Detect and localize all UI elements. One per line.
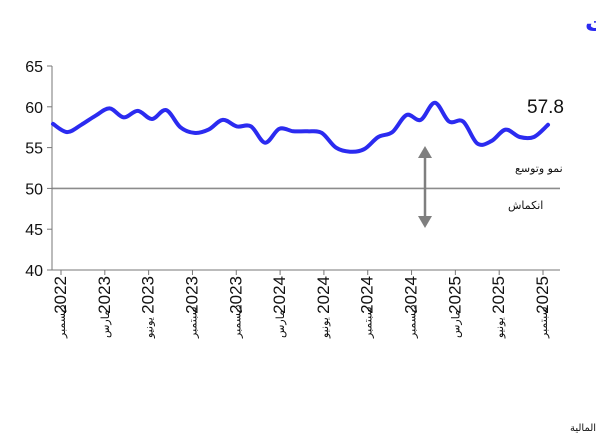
x-tick-year-label: 2023: [182, 276, 201, 314]
x-tick-month-label: سبتمبر: [537, 306, 550, 339]
pmi-series-line: [51, 100, 550, 154]
y-tick-label: 40: [25, 263, 43, 280]
x-tick-month-label: يونيو: [143, 317, 156, 339]
x-tick-year-label: 2024: [358, 276, 377, 314]
expansion-label: نمو وتوسع: [515, 162, 563, 175]
y-tick-label: 55: [25, 141, 43, 158]
x-tick-month-label: ديسمبر: [55, 304, 68, 339]
x-tick-month-label: سبتمبر: [362, 306, 375, 339]
x-tick-month-label: سبتمبر: [186, 306, 199, 339]
x-tick-year-label: 2022: [51, 276, 70, 314]
x-tick-month-label: يونيو: [318, 317, 331, 339]
y-tick-label: 60: [25, 100, 43, 117]
x-tick-month-label: يونيو: [493, 317, 506, 339]
x-tick-year-label: 2024: [402, 276, 421, 314]
x-tick-month-label: مارس: [449, 310, 462, 338]
x-tick-year-label: 2024: [270, 276, 289, 314]
last-value-label: 57.8: [527, 97, 564, 118]
contraction-label: انكماش: [508, 199, 543, 212]
x-tick-month-label: ديسمبر: [406, 304, 419, 339]
x-tick-year-label: 2025: [445, 276, 464, 314]
arrow-head-down: [418, 216, 432, 228]
x-tick-year-label: 2023: [95, 276, 114, 314]
y-tick-label: 65: [25, 59, 43, 76]
y-tick-label: 50: [25, 181, 43, 198]
source-note: المصدر: بلومبرج، الراجحي المالية: [570, 423, 596, 434]
x-tick-year-label: 2025: [533, 276, 552, 314]
x-tick-year-label: 2024: [314, 276, 333, 314]
x-tick-year-label: 2025: [489, 276, 508, 314]
x-tick-month-label: مارس: [99, 310, 112, 338]
x-tick-year-label: 2023: [139, 276, 158, 314]
x-tick-month-label: ديسمبر: [230, 304, 243, 339]
chart-title: مؤشر مديري المشتريات: [585, 9, 596, 37]
x-tick-month-label: مارس: [274, 310, 287, 338]
arrow-head-up: [418, 146, 432, 158]
y-tick-label: 45: [25, 222, 43, 239]
x-tick-year-label: 2023: [226, 276, 245, 314]
